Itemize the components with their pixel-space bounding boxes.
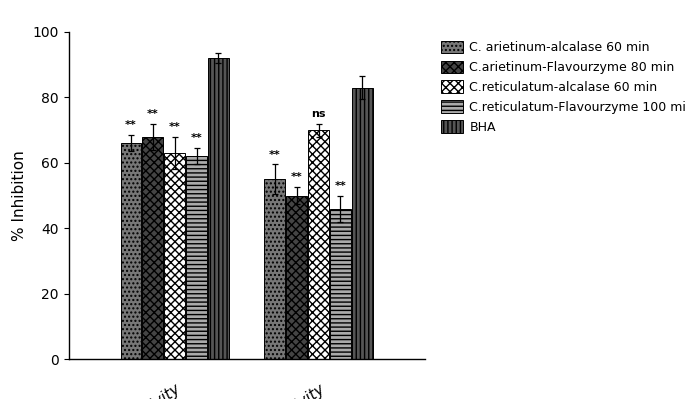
Text: Scavenging activity: Scavenging activity <box>196 382 327 399</box>
Bar <box>308 130 329 359</box>
Text: **: ** <box>147 109 159 119</box>
Bar <box>330 209 351 359</box>
Text: **: ** <box>125 120 137 130</box>
Text: **: ** <box>190 133 202 143</box>
Bar <box>352 87 373 359</box>
Bar <box>164 153 185 359</box>
Bar <box>186 156 207 359</box>
Bar <box>121 143 141 359</box>
Text: **: ** <box>269 150 281 160</box>
Text: ns: ns <box>311 109 326 119</box>
Bar <box>142 136 163 359</box>
Y-axis label: % Inhibition: % Inhibition <box>12 150 27 241</box>
Text: **: ** <box>169 122 181 132</box>
Bar <box>286 196 307 359</box>
Text: **: ** <box>334 181 346 191</box>
Text: β-carotene inhibition activity: β-carotene inhibition activity <box>0 382 184 399</box>
Bar <box>264 179 285 359</box>
Legend: C. arietinum-alcalase 60 min, C.arietinum-Flavourzyme 80 min, C.reticulatum-alca: C. arietinum-alcalase 60 min, C.arietinu… <box>438 38 685 136</box>
Bar <box>208 58 229 359</box>
Text: **: ** <box>291 172 303 182</box>
